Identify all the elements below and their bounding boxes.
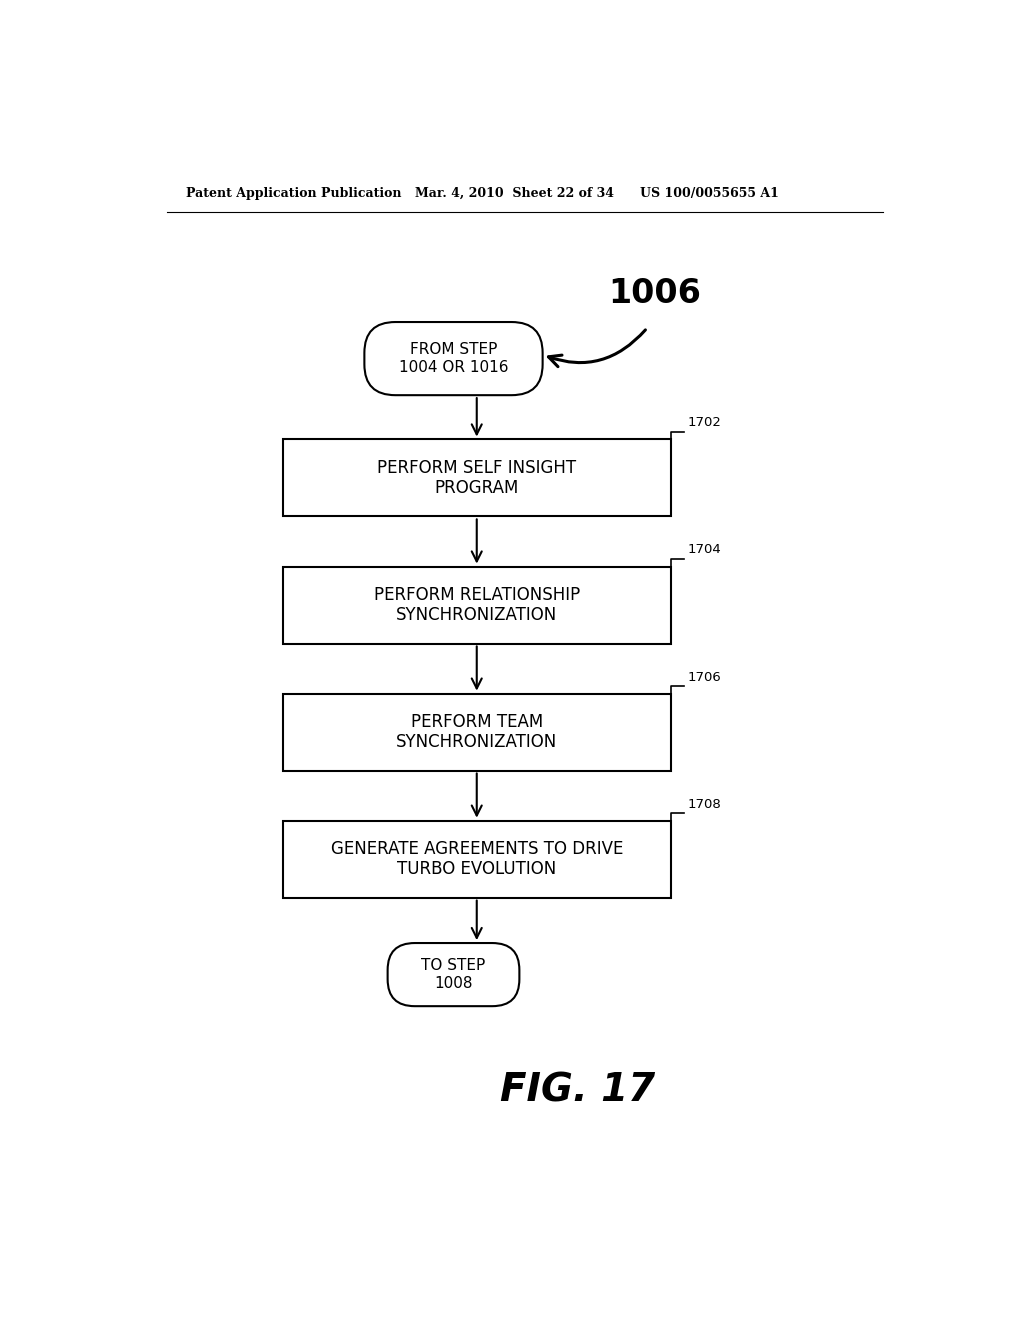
Text: 1006: 1006 — [608, 277, 701, 310]
Text: TO STEP
1008: TO STEP 1008 — [421, 958, 485, 991]
FancyBboxPatch shape — [388, 942, 519, 1006]
Text: GENERATE AGREEMENTS TO DRIVE
TURBO EVOLUTION: GENERATE AGREEMENTS TO DRIVE TURBO EVOLU… — [331, 840, 623, 879]
Text: PERFORM RELATIONSHIP
SYNCHRONIZATION: PERFORM RELATIONSHIP SYNCHRONIZATION — [374, 586, 580, 624]
Text: Patent Application Publication: Patent Application Publication — [186, 186, 401, 199]
Text: Mar. 4, 2010  Sheet 22 of 34: Mar. 4, 2010 Sheet 22 of 34 — [415, 186, 613, 199]
FancyBboxPatch shape — [365, 322, 543, 395]
Text: 1706: 1706 — [687, 671, 721, 684]
Bar — [283, 566, 671, 644]
Text: PERFORM TEAM
SYNCHRONIZATION: PERFORM TEAM SYNCHRONIZATION — [396, 713, 557, 751]
Bar — [283, 693, 671, 771]
Text: US 100/0055655 A1: US 100/0055655 A1 — [640, 186, 778, 199]
Text: PERFORM SELF INSIGHT
PROGRAM: PERFORM SELF INSIGHT PROGRAM — [377, 458, 577, 498]
Text: 1708: 1708 — [687, 797, 721, 810]
Text: 1704: 1704 — [687, 544, 721, 557]
Text: FIG. 17: FIG. 17 — [500, 1071, 655, 1109]
Text: FROM STEP
1004 OR 1016: FROM STEP 1004 OR 1016 — [398, 342, 508, 375]
Text: 1702: 1702 — [687, 416, 722, 429]
Bar — [283, 821, 671, 898]
Bar — [283, 440, 671, 516]
